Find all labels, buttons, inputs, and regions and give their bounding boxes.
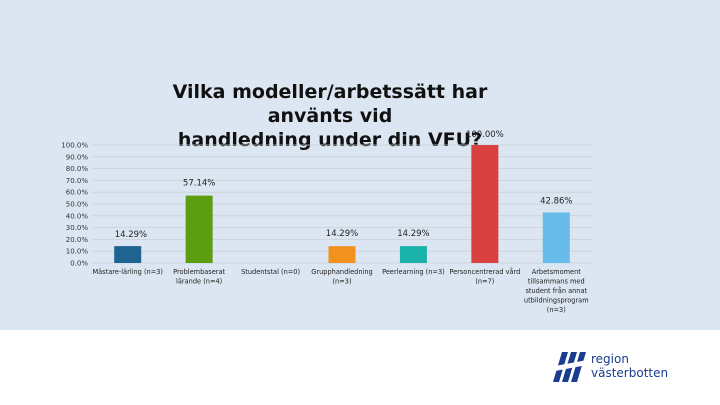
value-label: 100.00% — [466, 130, 504, 140]
y-tick-label: 0.0% — [70, 260, 88, 268]
category-label: (n=3) — [547, 306, 566, 314]
category-label: (n=7) — [475, 278, 494, 286]
value-labels: 14.29% 57.14% 14.29% 14.29% 100.00% 42.86% — [115, 130, 573, 240]
logo-text-line-1: region — [591, 352, 629, 366]
logo-mark-icon — [553, 352, 587, 382]
x-axis-categories: Mästare-lärling (n=3) Problembaserat läran… — [92, 267, 588, 314]
category-label: Studentstal (n=0) — [241, 268, 300, 276]
bar — [399, 246, 427, 263]
y-tick-label: 100.0% — [61, 142, 88, 150]
chart-title: Vilka modeller/arbetssätt har använts vi… — [130, 80, 530, 152]
bar — [114, 246, 142, 263]
category-label: Personcentrerad vård — [449, 267, 520, 276]
category-label: (n=3) — [332, 278, 351, 286]
y-tick-label: 10.0% — [66, 248, 89, 256]
chart-title-line-1: Vilka modeller/arbetssätt har använts vi… — [172, 81, 488, 127]
y-axis-ticks: 0.0% 10.0% 20.0% 30.0% 40.0% 50.0% 60.0% 70.0% 8… — [61, 142, 88, 268]
category-label: tillsammans med — [528, 278, 585, 286]
grid-layer — [92, 144, 592, 264]
value-label: 14.29% — [115, 230, 147, 240]
value-label: 14.29% — [326, 229, 358, 239]
bar-layer — [114, 145, 570, 263]
logo-text: region västerbotten — [591, 352, 668, 380]
value-label: 14.29% — [397, 229, 429, 239]
value-label: 57.14% — [183, 179, 215, 189]
logo-text-line-2: västerbotten — [591, 366, 669, 380]
y-tick-label: 60.0% — [66, 189, 89, 197]
category-label: Arbetsmoment — [532, 268, 582, 276]
chart-title-line-2: handledning under din VFU? — [177, 129, 483, 151]
y-tick-label: 70.0% — [66, 177, 89, 185]
value-label: 42.86% — [540, 196, 572, 206]
category-label: lärande (n=4) — [176, 278, 222, 286]
category-label: student från annat — [525, 286, 587, 295]
slide-panel — [0, 0, 720, 330]
bar — [542, 212, 570, 263]
bar — [328, 246, 356, 263]
region-vasterbotten-logo: region västerbotten — [553, 352, 703, 384]
y-tick-label: 30.0% — [66, 224, 89, 232]
category-label: utbildningsprogram — [524, 297, 589, 305]
y-tick-label: 40.0% — [66, 212, 89, 220]
y-tick-label: 90.0% — [66, 153, 89, 161]
bar — [185, 195, 213, 263]
category-label: Problembaserat — [173, 268, 225, 276]
category-label: Mästare-lärling (n=3) — [92, 268, 163, 276]
y-tick-label: 80.0% — [66, 165, 89, 173]
bar — [471, 145, 499, 263]
y-tick-label: 50.0% — [66, 201, 89, 209]
category-label: Grupphandledning — [311, 268, 372, 276]
y-tick-label: 20.0% — [66, 236, 89, 244]
category-label: Peerlearning (n=3) — [382, 268, 445, 276]
